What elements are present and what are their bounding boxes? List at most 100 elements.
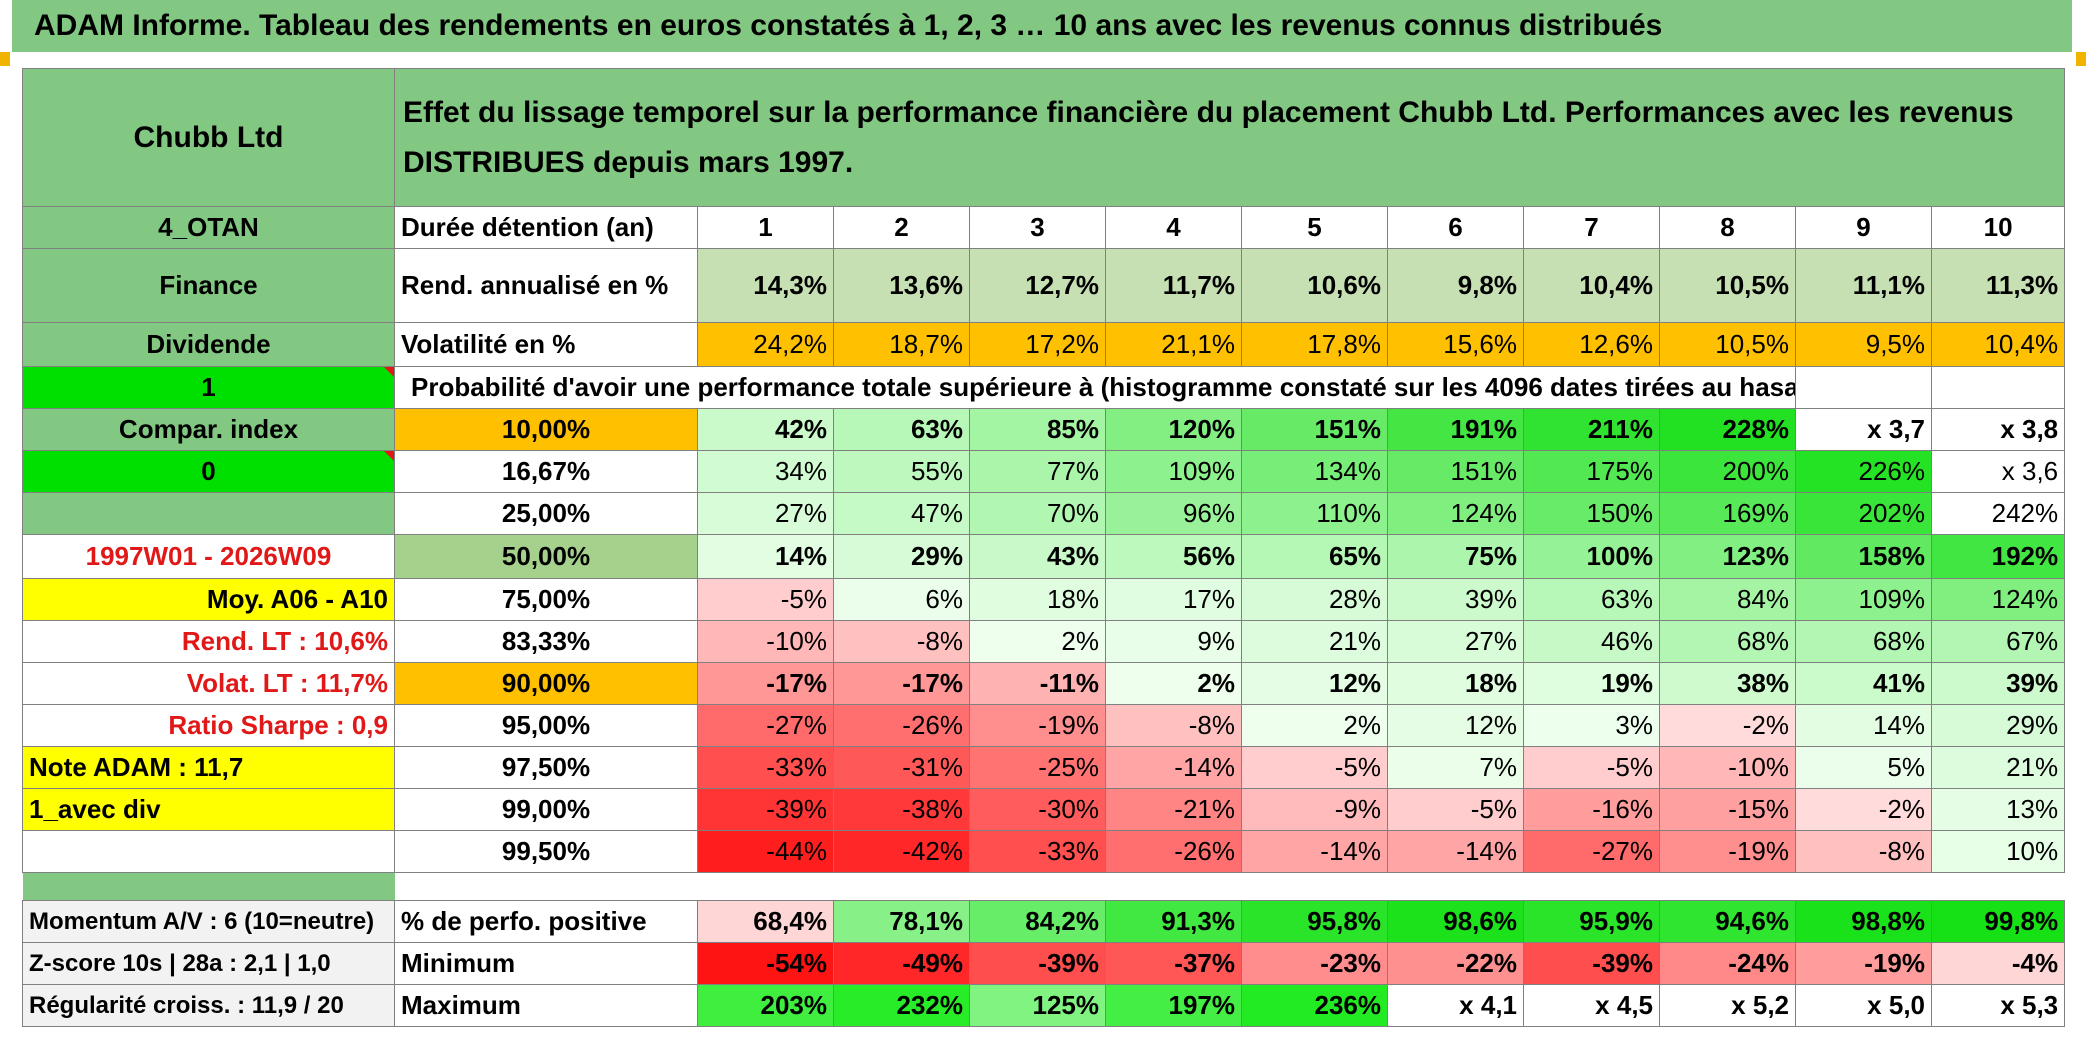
percentile-cell: x 3,8 [1930,408,2066,451]
selector-zero[interactable]: 0 [22,450,395,493]
percentile-cell: -33% [697,746,834,789]
minimum-cell: -39% [969,942,1106,985]
volatility-cell: 18,7% [833,322,970,367]
volatility-cell: 17,2% [969,322,1106,367]
percentile-label: 75,00% [394,578,698,621]
percentile-cell: -5% [1241,746,1388,789]
maximum-cell: 197% [1105,984,1242,1027]
percentile-cell: -17% [833,662,970,705]
maximum-label: Maximum [394,984,698,1027]
percentile-cell: 5% [1795,746,1932,789]
positive-cell: 99,8% [1930,900,2066,943]
percentile-cell: -14% [1105,746,1242,789]
percentile-cell: -26% [1105,830,1242,873]
percentile-cell: 110% [1241,492,1388,535]
percentile-cell: 120% [1105,408,1242,451]
percentile-cell: 124% [1387,492,1524,535]
positive-cell: 91,3% [1105,900,1242,943]
percentile-cell: 47% [833,492,970,535]
year-header: 4 [1105,206,1242,249]
return-cell: 10,4% [1523,248,1660,323]
percentile-cell: -31% [833,746,970,789]
corner-marker-right [2076,52,2086,66]
percentile-row: Ratio Sharpe : 0,9 95,00% -27% -26% -19% -8% 2… [22,704,2066,747]
percentile-cell: 200% [1659,450,1796,493]
sharpe-label: Ratio Sharpe : 0,9 [22,704,395,747]
percentile-label: 16,67% [394,450,698,493]
positive-label: % de perfo. positive [394,900,698,943]
corner-marker-left [0,52,10,66]
positive-cell: 95,8% [1241,900,1388,943]
minimum-cell: -24% [1659,942,1796,985]
percentile-row: 25,00% 27% 47% 70% 96% 110% 124% 150% 169% 202% 24… [22,492,2066,535]
return-cell: 10,6% [1241,248,1388,323]
sector-label: Finance [22,248,395,323]
percentile-cell: 68% [1795,620,1932,663]
percentile-cell: -25% [969,746,1106,789]
percentile-row: Compar. index 10,00% 42% 63% 85% 120% 151% 191%… [22,408,2066,451]
empty-cell [1795,366,1932,409]
volatility-cell: 9,5% [1795,322,1932,367]
duration-row: 4_OTAN Durée détention (an) 1 2 3 4 5 6 … [22,206,2066,249]
percentile-cell: 39% [1387,578,1524,621]
percentile-cell: 21% [1241,620,1388,663]
percentile-cell: 192% [1930,534,2066,579]
average-label: Moy. A06 - A10 [22,578,395,621]
percentile-cell: 2% [1105,662,1242,705]
selector-one[interactable]: 1 [22,366,395,409]
maximum-cell: 232% [833,984,970,1027]
percentile-cell: 17% [1105,578,1242,621]
percentile-label: 99,50% [394,830,698,873]
positive-cell: 68,4% [697,900,834,943]
volatility-cell: 24,2% [697,322,834,367]
percentile-cell: 2% [969,620,1106,663]
percentile-cell: 169% [1659,492,1796,535]
percentile-cell: -15% [1659,788,1796,831]
percentile-label: 97,50% [394,746,698,789]
percentile-cell: 191% [1387,408,1524,451]
percentile-cell: 151% [1387,450,1524,493]
div-label: 1_avec div [22,788,395,831]
positive-cell: 78,1% [833,900,970,943]
percentile-cell: -17% [697,662,834,705]
note-label: Note ADAM : 11,7 [22,746,395,789]
percentile-label: 10,00% [394,408,698,451]
percentile-cell: -8% [833,620,970,663]
percentile-row: Volat. LT : 11,7% 90,00% -17% -17% -11% 2% 12%… [22,662,2066,705]
percentile-cell: 55% [833,450,970,493]
percentile-cell: 65% [1241,534,1388,579]
percentile-label: 95,00% [394,704,698,747]
type-label: Dividende [22,322,395,367]
positive-cell: 84,2% [969,900,1106,943]
percentile-cell: 96% [1105,492,1242,535]
percentile-cell: 27% [697,492,834,535]
percentile-cell: 19% [1523,662,1660,705]
percentile-cell: -2% [1659,704,1796,747]
spacer-blank [395,873,2065,901]
percentile-cell: 21% [1930,746,2066,789]
percentile-label: 99,00% [394,788,698,831]
percentile-cell: -8% [1105,704,1242,747]
percentile-cell: -2% [1795,788,1932,831]
return-row: Finance Rend. annualisé en % 14,3% 13,6%… [22,248,2066,323]
percentile-cell: x 3,6 [1930,450,2066,493]
minimum-cell: -23% [1241,942,1388,985]
positive-cell: 98,8% [1795,900,1932,943]
minimum-cell: -49% [833,942,970,985]
percentile-cell: 39% [1930,662,2066,705]
positive-cell: 98,6% [1387,900,1524,943]
minimum-label: Minimum [394,942,698,985]
percentile-cell: 12% [1387,704,1524,747]
return-cell: 12,7% [969,248,1106,323]
positive-row: Momentum A/V : 6 (10=neutre) % de perfo.… [22,900,2066,943]
percentile-row: 0 16,67% 34% 55% 77% 109% 134% 151% 175% 200% 226%… [22,450,2066,493]
percentile-cell: 70% [969,492,1106,535]
percentile-cell: -5% [1387,788,1524,831]
percentile-cell: 109% [1795,578,1932,621]
percentile-label: 50,00% [394,534,698,579]
percentile-cell: 13% [1930,788,2066,831]
percentile-cell: 63% [833,408,970,451]
year-header: 2 [833,206,970,249]
report-title: ADAM Informe. Tableau des rendements en … [12,0,2072,52]
positive-cell: 95,9% [1523,900,1660,943]
